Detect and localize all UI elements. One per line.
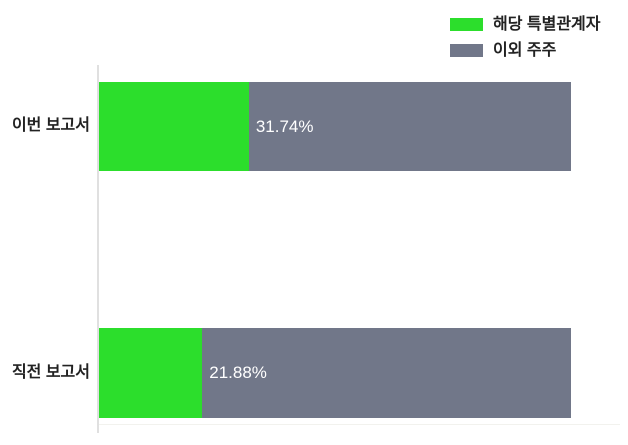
bar-current-report: 31.74% [99, 82, 571, 171]
legend-swatch-gray-icon [450, 44, 483, 57]
legend-item-other-shareholders: 이외 주주 [450, 41, 601, 60]
chart-legend: 해당 특별관계자 이외 주주 [450, 15, 601, 67]
value-label-current-report: 31.74% [255, 116, 314, 136]
segment-other-shareholders: 21.88% [202, 328, 571, 418]
category-label-current-report: 이번 보고서 [11, 117, 90, 134]
bar-previous-report: 21.88% [99, 328, 571, 418]
segment-special-related-party [99, 328, 203, 418]
category-label-previous-report: 직전 보고서 [11, 364, 90, 381]
legend-label-other-shareholders: 이외 주주 [493, 42, 557, 59]
legend-swatch-green-icon [450, 18, 483, 31]
x-axis-baseline [99, 424, 620, 425]
legend-label-special-related-party: 해당 특별관계자 [493, 16, 601, 33]
segment-special-related-party [99, 82, 249, 171]
segment-other-shareholders: 31.74% [248, 82, 571, 171]
y-axis-line [97, 65, 99, 433]
legend-item-special-related-party: 해당 특별관계자 [450, 15, 601, 34]
value-label-previous-report: 21.88% [209, 363, 267, 382]
